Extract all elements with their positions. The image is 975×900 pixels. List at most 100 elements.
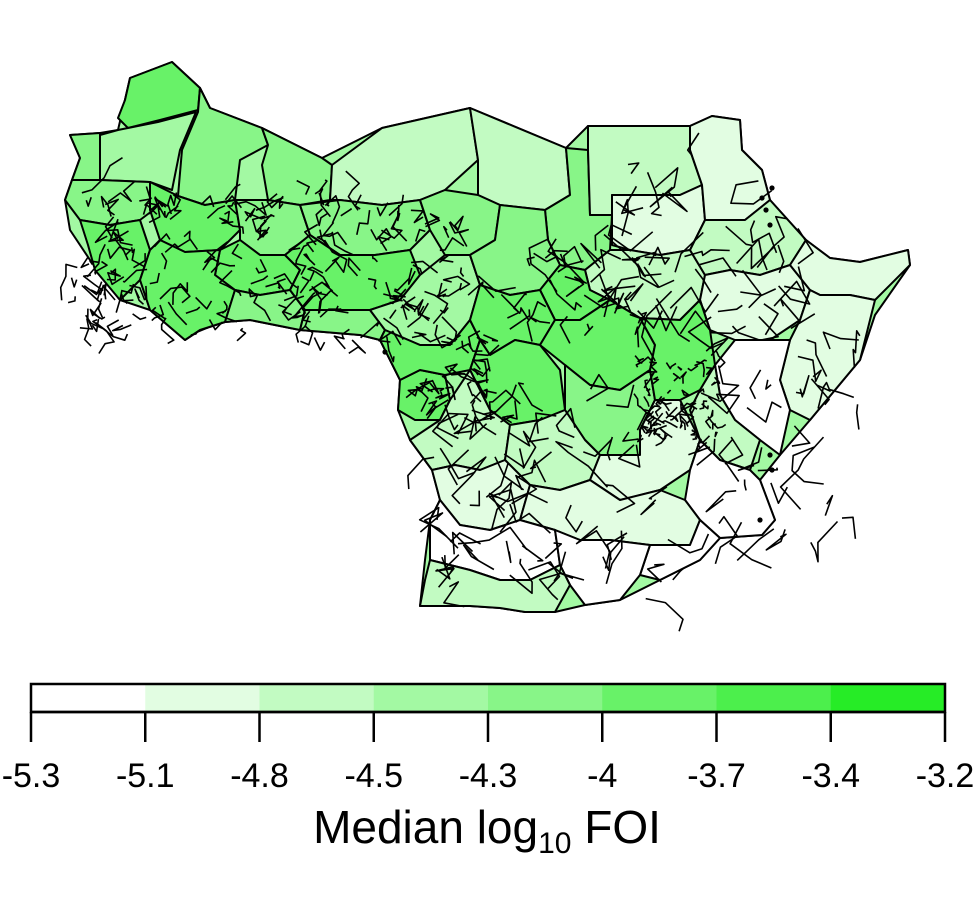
district-border: [467, 330, 481, 350]
district-border: [80, 256, 90, 269]
district-border: [509, 503, 551, 534]
district-border: [852, 330, 861, 368]
district-border: [730, 180, 773, 205]
legend-swatch: [488, 684, 603, 712]
district-border: [473, 368, 484, 376]
region-somalia-south: [779, 289, 876, 421]
district-border: [690, 429, 698, 436]
district-border: [436, 282, 463, 297]
district-border: [424, 290, 449, 325]
district-border: [806, 339, 828, 377]
district-border: [335, 305, 349, 314]
district-border: [689, 405, 698, 416]
district-border: [322, 221, 348, 246]
island-dot: [382, 349, 388, 355]
district-border: [655, 298, 691, 343]
district-border: [94, 260, 108, 275]
district-border: [640, 499, 657, 516]
region-chad-north: [469, 107, 571, 211]
district-border: [665, 415, 679, 422]
district-border: [643, 266, 675, 288]
district-border: [159, 286, 191, 304]
legend-axis-title: Median log10 FOI: [313, 801, 661, 860]
island-dot: [769, 467, 775, 473]
region-senegal-coast: [69, 132, 101, 183]
district-border: [231, 243, 243, 260]
district-border: [360, 320, 380, 339]
district-border: [459, 267, 465, 277]
district-border: [661, 191, 688, 213]
district-border: [715, 350, 726, 369]
district-border: [236, 327, 247, 342]
district-border: [418, 506, 459, 549]
district-border: [795, 375, 810, 398]
district-border: [347, 257, 361, 277]
district-border: [773, 280, 811, 307]
district-border: [483, 334, 499, 342]
district-border: [490, 481, 513, 531]
district-border: [86, 243, 106, 278]
island-dot: [767, 452, 773, 458]
district-border: [227, 201, 239, 216]
district-border: [597, 286, 617, 318]
district-border: [555, 440, 609, 488]
district-border: [718, 439, 740, 482]
district-border: [765, 529, 787, 551]
district-border: [555, 407, 576, 439]
district-border: [443, 225, 450, 239]
district-border: [654, 406, 662, 417]
district-border: [634, 311, 647, 348]
district-border: [559, 315, 571, 344]
district-border: [441, 316, 458, 342]
district-border: [341, 328, 350, 340]
district-border: [652, 422, 658, 427]
district-border: [740, 269, 763, 296]
district-border: [810, 378, 830, 406]
district-border: [410, 209, 424, 224]
district-border: [104, 216, 115, 239]
district-border: [633, 393, 642, 409]
district-border: [634, 355, 644, 365]
district-border: [59, 263, 78, 301]
district-border: [451, 456, 487, 505]
district-border: [195, 296, 213, 310]
district-border: [488, 389, 521, 420]
district-border: [469, 490, 481, 507]
district-border: [637, 434, 644, 443]
district-border: [70, 277, 78, 288]
district-border: [81, 157, 123, 194]
district-border: [383, 317, 404, 340]
district-border: [367, 277, 378, 290]
district-border: [106, 268, 117, 281]
district-border: [317, 289, 339, 314]
district-border: [698, 388, 705, 394]
district-border: [475, 344, 500, 357]
district-border: [405, 388, 421, 399]
district-border: [115, 283, 135, 313]
district-border: [695, 435, 702, 441]
district-border: [717, 304, 743, 313]
district-border: [705, 490, 737, 513]
district-border: [509, 309, 531, 330]
district-border: [291, 313, 305, 319]
district-border: [394, 278, 410, 291]
district-border: [770, 482, 789, 504]
district-border: [606, 384, 635, 408]
district-border: [324, 256, 340, 273]
legend-tick-label: -4.5: [344, 757, 403, 795]
district-border: [646, 563, 665, 583]
district-border: [160, 317, 175, 345]
district-border: [624, 283, 644, 302]
district-border: [91, 312, 106, 320]
district-border: [295, 260, 307, 275]
legend-tick-label: -4.8: [230, 757, 289, 795]
district-border: [318, 179, 328, 193]
district-border: [439, 237, 465, 252]
district-border: [250, 275, 269, 285]
district-border: [705, 337, 729, 357]
district-border: [439, 447, 476, 480]
district-border: [295, 243, 310, 262]
district-border: [692, 436, 698, 441]
district-border: [631, 256, 662, 277]
district-border: [253, 294, 272, 322]
